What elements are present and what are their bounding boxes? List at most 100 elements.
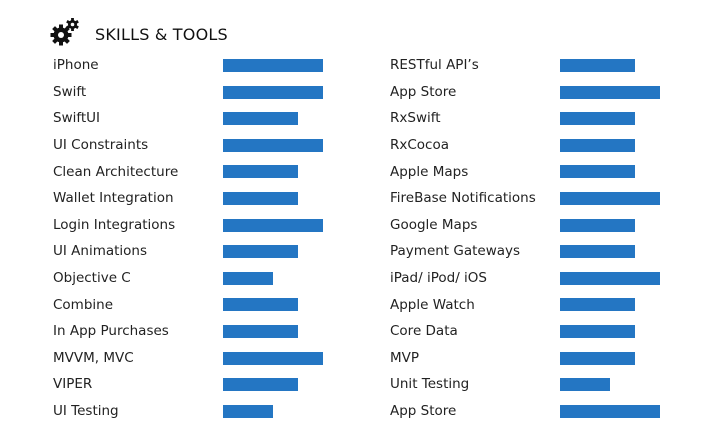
- skill-label: iPhone: [53, 57, 99, 74]
- skill-level-bar: [560, 218, 635, 232]
- skill-level-bar: [223, 85, 323, 99]
- skill-label: UI Testing: [53, 403, 119, 420]
- skill-level-bar: [560, 404, 660, 418]
- skill-label: Unit Testing: [390, 376, 470, 393]
- skill-bar-track: [223, 112, 323, 126]
- skill-label: Clean Architecture: [53, 163, 179, 180]
- skill-level-bar: [223, 351, 323, 365]
- skill-bar-track: [223, 404, 323, 418]
- skill-label: MVP: [390, 349, 420, 366]
- skill-label: Apple Watch: [390, 296, 475, 313]
- skill-label: VIPER: [53, 376, 93, 393]
- skill-bar-track: [560, 191, 660, 205]
- skill-label: In App Purchases: [53, 323, 169, 340]
- skill-bar-track: [560, 271, 660, 285]
- skill-row: UI Testing: [53, 398, 273, 425]
- skill-row: Apple Watch: [390, 291, 635, 318]
- skill-row: Objective C: [53, 265, 273, 292]
- section-header: SKILLS & TOOLS: [50, 16, 228, 52]
- skill-label: RESTful API’s: [390, 57, 479, 74]
- skill-level-bar: [560, 112, 635, 126]
- skill-label: SwiftUI: [53, 110, 101, 127]
- skill-label: Payment Gateways: [390, 243, 521, 260]
- skill-bar-track: [560, 85, 660, 99]
- skill-row: RESTful API’s: [390, 52, 635, 79]
- skill-bar-track: [223, 138, 323, 152]
- skill-bar-track: [223, 324, 323, 338]
- skill-level-bar: [560, 298, 635, 312]
- section-title: SKILLS & TOOLS: [95, 24, 228, 44]
- skill-row: Swift: [53, 79, 323, 106]
- skill-level-bar: [560, 165, 635, 179]
- skill-label: Wallet Integration: [53, 190, 174, 207]
- skill-level-bar: [223, 191, 298, 205]
- skill-row: Payment Gateways: [390, 238, 635, 265]
- skill-row: Clean Architecture: [53, 158, 298, 185]
- skill-label: UI Animations: [53, 243, 148, 260]
- skill-row: MVP: [390, 345, 635, 372]
- skill-label: FireBase Notifications: [390, 190, 536, 207]
- skill-row: VIPER: [53, 371, 298, 398]
- skill-row: UI Constraints: [53, 132, 323, 159]
- skill-level-bar: [223, 218, 323, 232]
- skill-bar-track: [223, 191, 323, 205]
- skill-bar-track: [560, 59, 660, 72]
- skill-row: App Store: [390, 79, 660, 106]
- skill-bar-track: [560, 404, 660, 418]
- skill-level-bar: [223, 59, 323, 72]
- skill-level-bar: [560, 378, 610, 392]
- skill-label: RxSwift: [390, 110, 441, 127]
- skill-bar-track: [223, 218, 323, 232]
- skill-bar-track: [223, 298, 323, 312]
- skill-level-bar: [223, 378, 298, 392]
- skill-level-bar: [223, 298, 298, 312]
- skill-row: Apple Maps: [390, 158, 635, 185]
- skills-column-right: RESTful API’s App Store RxSwift RxCocoa Appl…: [390, 52, 660, 425]
- skill-level-bar: [223, 404, 273, 418]
- gears-icon: [50, 17, 80, 51]
- skill-row: MVVM, MVC: [53, 345, 323, 372]
- skill-row: FireBase Notifications: [390, 185, 660, 212]
- skill-bar-track: [223, 351, 323, 365]
- skill-label: iPad/ iPod/ iOS: [390, 270, 487, 287]
- skill-bar-track: [560, 165, 660, 179]
- skill-label: Core Data: [390, 323, 458, 340]
- skill-row: App Store: [390, 398, 660, 425]
- skill-level-bar: [223, 138, 323, 152]
- skill-row: Core Data: [390, 318, 635, 345]
- skill-bar-track: [223, 165, 323, 179]
- skill-row: RxCocoa: [390, 132, 635, 159]
- skill-level-bar: [223, 112, 298, 126]
- skill-row: Wallet Integration: [53, 185, 298, 212]
- skill-row: iPhone: [53, 52, 323, 79]
- skill-row: Google Maps: [390, 212, 635, 239]
- skill-bar-track: [560, 112, 660, 126]
- skill-bar-track: [560, 351, 660, 365]
- skill-row: SwiftUI: [53, 105, 298, 132]
- skill-level-bar: [560, 271, 660, 285]
- skill-level-bar: [223, 324, 298, 338]
- skill-row: Combine: [53, 291, 298, 318]
- skill-level-bar: [560, 85, 660, 99]
- skill-bar-track: [223, 59, 323, 72]
- skill-level-bar: [560, 245, 635, 259]
- skill-bar-track: [223, 245, 323, 259]
- skill-level-bar: [223, 165, 298, 179]
- skill-label: Apple Maps: [390, 163, 469, 180]
- skill-row: UI Animations: [53, 238, 298, 265]
- skill-label: App Store: [390, 83, 457, 100]
- skill-bar-track: [560, 298, 660, 312]
- skill-label: Swift: [53, 83, 87, 100]
- skill-label: Login Integrations: [53, 216, 176, 233]
- skill-level-bar: [223, 245, 298, 259]
- skill-label: RxCocoa: [390, 137, 450, 154]
- skill-level-bar: [560, 59, 635, 72]
- skill-row: In App Purchases: [53, 318, 298, 345]
- skill-level-bar: [560, 351, 635, 365]
- skill-label: Combine: [53, 296, 114, 313]
- skill-bar-track: [560, 378, 660, 392]
- skill-bar-track: [223, 271, 323, 285]
- skills-column-left: iPhone Swift SwiftUI UI Constraints Clean Ar…: [53, 52, 323, 425]
- skill-row: RxSwift: [390, 105, 635, 132]
- skill-level-bar: [560, 191, 660, 205]
